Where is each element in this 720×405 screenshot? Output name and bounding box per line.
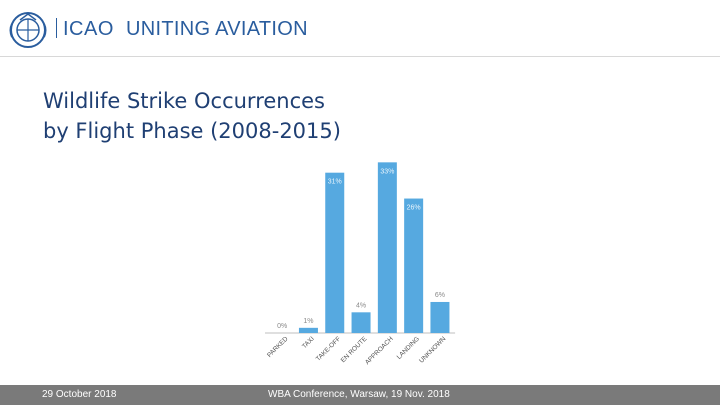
tagline: UNITING AVIATION — [126, 18, 308, 40]
tick-label: LANDING — [396, 335, 421, 360]
slide-footer: 29 October 2018 WBA Conference, Warsaw, … — [0, 385, 720, 405]
bar-unknown — [430, 301, 450, 333]
icao-emblem-icon — [9, 12, 47, 48]
slide-title-line-1: Wildlife Strike Occurrences — [43, 89, 326, 113]
bar-en-route — [351, 312, 371, 333]
data-label: 6% — [435, 292, 445, 299]
header-divider — [0, 56, 720, 57]
bar-taxi — [298, 327, 318, 333]
tick-label: APPROACH — [364, 335, 395, 366]
slide-title-line-2: by Flight Phase (2008-2015) — [43, 119, 341, 143]
bar-take-off — [325, 172, 345, 333]
bar-approach — [377, 162, 397, 333]
data-label: 1% — [303, 318, 313, 325]
slide-title: Wildlife Strike Occurrences by Flight Ph… — [43, 86, 403, 146]
bar-landing — [404, 198, 424, 333]
footer-event: WBA Conference, Warsaw, 19 Nov. 2018 — [268, 389, 450, 400]
data-label: 31% — [328, 179, 342, 186]
data-label: 0% — [277, 323, 287, 330]
tick-label: TAKE-OFF — [315, 335, 342, 362]
tick-label: PARKED — [266, 335, 290, 359]
slide-header: ICAO UNITING AVIATION — [0, 0, 720, 58]
tick-label: UNKNOWN — [418, 335, 447, 364]
data-label: 26% — [407, 205, 421, 212]
data-label: 4% — [356, 302, 366, 309]
footer-date: 29 October 2018 — [42, 389, 117, 400]
data-label: 33% — [380, 168, 394, 175]
org-name: ICAO — [56, 18, 114, 41]
tick-label: TAXI — [301, 335, 316, 350]
